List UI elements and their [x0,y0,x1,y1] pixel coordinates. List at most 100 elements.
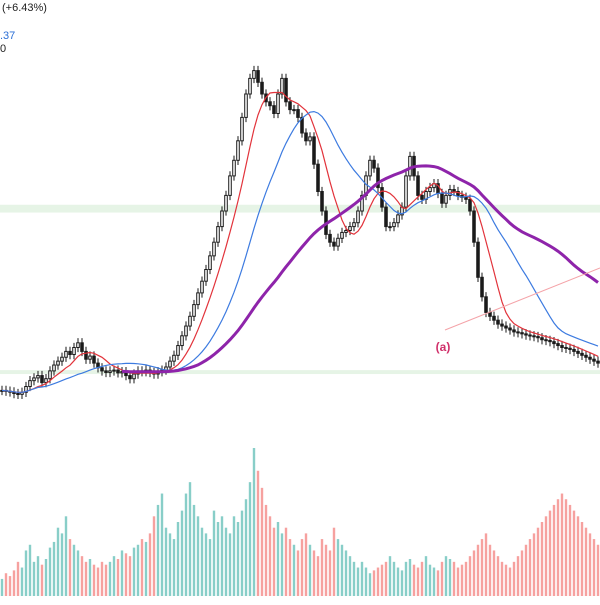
volume-bar [400,570,404,596]
candle-body [92,355,96,364]
volume-bar [36,556,40,596]
candle-body [32,377,36,382]
volume-bar [364,567,368,596]
volume-bar [240,510,244,596]
volume-bar [296,550,300,596]
candle-body [332,241,336,247]
candle-body [48,370,52,380]
volume-bar [584,527,588,596]
volume-bar [220,516,224,596]
candle-body [584,354,588,358]
volume-bar [484,533,488,596]
candle-body [24,386,28,393]
candle-body [296,109,300,118]
candle-body [588,356,592,360]
candle-body [176,345,180,356]
volume-bar [0,578,4,596]
ma-readout: .37 [0,30,16,42]
volume-bar [4,573,8,596]
volume-bar [100,561,104,596]
candle-body [168,360,172,368]
volume-bar [352,561,356,596]
candle-body [360,194,364,212]
volume-bar [432,567,436,596]
candle-body [580,352,584,356]
candle-body [68,350,72,356]
candle-body [556,343,560,347]
candle-body [472,210,476,243]
candle-body [240,116,244,142]
candle-body [548,339,552,343]
candle-body [224,194,228,212]
volume-bar [248,482,252,596]
volume-bar [52,541,56,596]
candle-body [184,325,188,337]
volume-bar [580,522,584,596]
candle-body [468,198,472,212]
volume-bar [444,556,448,596]
candle-body [192,304,196,317]
candle-body [64,350,68,358]
candle-body [128,375,132,380]
volume-bar [236,522,240,596]
volume-bar [404,561,408,596]
candle-body [280,77,284,95]
volume-bar [428,564,432,596]
volume-bar [24,550,28,596]
candle-body [552,341,556,345]
volume-bar [156,504,160,596]
candle-body [300,116,304,134]
candle-body [572,348,576,352]
candle-body [40,375,44,384]
volume-bar [132,547,136,596]
candle-body [384,206,388,228]
volume-bar [540,522,544,596]
volume-bar [532,533,536,596]
candle-body [376,167,380,189]
volume-bar [44,559,48,596]
candle-body [368,159,372,177]
volume-bar [180,510,184,596]
candle-body [372,159,376,169]
volume-bar [452,561,456,596]
candle-body [36,375,40,379]
candle-body [476,241,480,278]
candle-body [196,292,200,306]
candle-body [288,101,292,111]
volume-bar [164,527,168,596]
candle-body [76,342,80,349]
volume-bar [504,564,508,596]
volume-bar [252,448,256,596]
volume-bar [120,550,124,596]
volume-bar [60,533,64,596]
volume-bar [412,564,416,596]
candle-body [116,369,120,374]
candle-body [440,192,444,204]
volume-bar [200,527,204,596]
volume-bar [20,567,24,596]
volume-bar [596,544,600,596]
candle-body [44,378,48,384]
volume-bar [96,567,100,596]
volume-readout: 0 [0,43,7,55]
volume-bar [192,504,196,596]
candle-body [292,109,296,112]
candle-body [336,237,340,247]
candle-body [536,336,540,339]
candle-body [596,360,600,364]
volume-bar [380,564,384,596]
volume-bar [56,527,60,596]
volume-bar [144,541,148,596]
volume-bar [376,567,380,596]
volume-bar [48,547,52,596]
volume-bar [196,516,200,596]
volume-bar [68,539,72,596]
volume-bar [496,556,500,596]
candle-body [232,159,236,177]
candle-body [16,393,20,396]
volume-bar [212,510,216,596]
volume-bar [276,522,280,596]
candle-body [452,189,456,193]
candle-body [508,327,512,331]
